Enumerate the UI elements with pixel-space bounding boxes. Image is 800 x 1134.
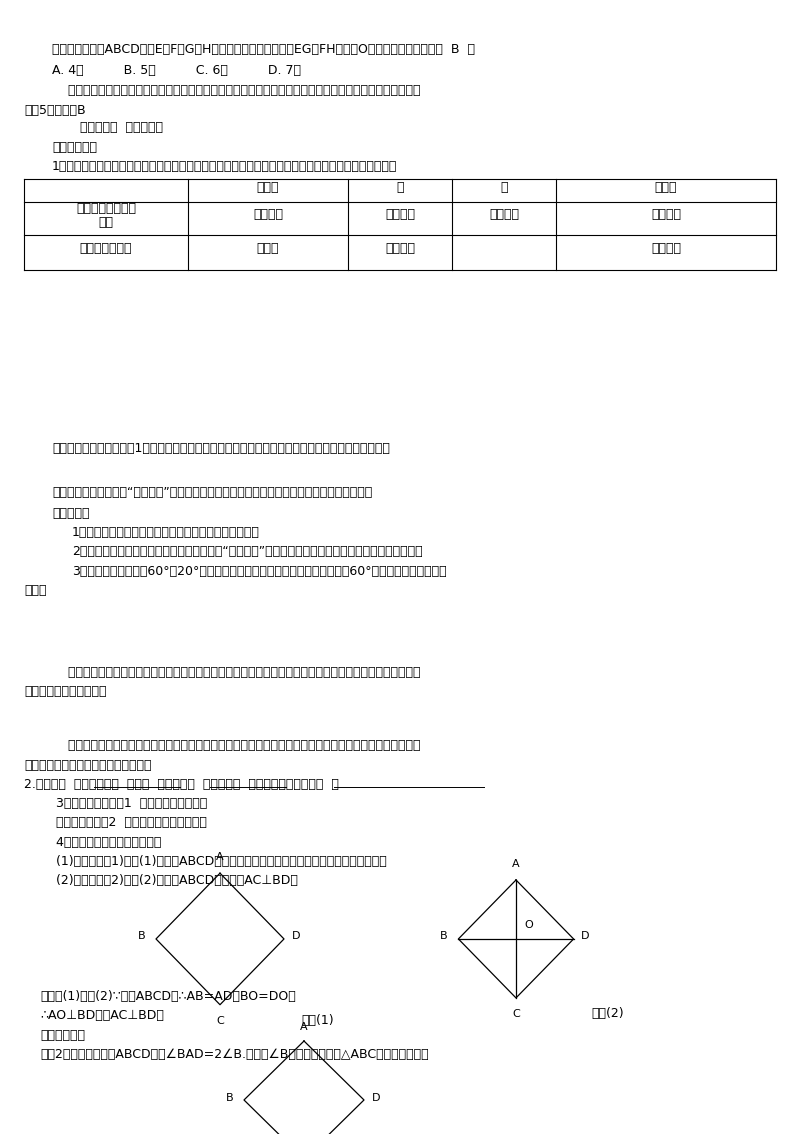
Text: 行为提示：教师结合各组反馈的疑难问题分配任务，各组展示过程中，教师引导其他组进行补充、纠错、释: 行为提示：教师结合各组反馈的疑难问题分配任务，各组展示过程中，教师引导其他组进行… xyxy=(52,666,421,678)
Text: 2.菱形既是  中心对称图形  ，也是  轴对称图形  ，对称轴为  它的对角线所在的直线  ．: 2.菱形既是 中心对称图形 ，也是 轴对称图形 ，对称轴为 它的对角线所在的直线… xyxy=(24,778,339,790)
Text: A: A xyxy=(512,858,520,869)
Text: 证明：(1)略；(2)∵菱形ABCD，∴AB=AD，BO=DO，: 证明：(1)略；(2)∵菱形ABCD，∴AB=AD，BO=DO， xyxy=(40,990,296,1002)
Text: 4．菱形性质定理的证明方法：: 4．菱形性质定理的证明方法： xyxy=(40,836,162,848)
Text: 四边相等: 四边相等 xyxy=(385,243,415,255)
Text: 知识模块二  菱形的性质: 知识模块二 菱形的性质 xyxy=(80,121,163,134)
Text: D: D xyxy=(582,931,590,940)
Text: 互相平分: 互相平分 xyxy=(651,209,681,221)
Text: ，图(1): ，图(1) xyxy=(302,1014,334,1026)
Text: 疑，然后进行总结评比．: 疑，然后进行总结评比． xyxy=(24,685,106,697)
Text: 过的矩形知识，将这些知识串联起来．: 过的矩形知识，将这些知识串联起来． xyxy=(24,759,151,771)
Text: B: B xyxy=(440,931,448,940)
Text: B: B xyxy=(226,1093,234,1102)
Text: 边: 边 xyxy=(396,180,404,194)
Text: A: A xyxy=(216,852,224,862)
Text: C: C xyxy=(216,1016,224,1026)
Text: 对角相等: 对角相等 xyxy=(489,209,519,221)
Text: ∴AO⊥BD，即AC⊥BD．: ∴AO⊥BD，即AC⊥BD． xyxy=(40,1009,164,1022)
Text: O: O xyxy=(524,920,533,930)
Text: 对称性: 对称性 xyxy=(257,180,279,194)
Text: 【自主探究】: 【自主探究】 xyxy=(52,141,97,153)
Text: 对角线: 对角线 xyxy=(654,180,678,194)
Text: 如图所示，菱形ABCD中，E，F，G，H分别是四边的中点，连接EG与FH交于点O，则图中的菱形共有（  B  ）: 如图所示，菱形ABCD中，E，F，G，H分别是四边的中点，连接EG与FH交于点O… xyxy=(52,43,475,56)
Text: 【合作探究】: 【合作探究】 xyxy=(40,1029,85,1041)
Text: C: C xyxy=(512,1009,520,1019)
Text: 菱形的性质定理2  菱形的对角线互相垂直．: 菱形的性质定理2 菱形的对角线互相垂直． xyxy=(40,816,207,829)
Text: D: D xyxy=(292,931,300,940)
Text: 轴对称: 轴对称 xyxy=(257,243,279,255)
Text: 互相垂直: 互相垂直 xyxy=(651,243,681,255)
Text: A: A xyxy=(300,1022,308,1032)
Text: 性质: 性质 xyxy=(98,217,114,229)
Text: D: D xyxy=(372,1093,380,1102)
Text: 3．当菱形一个内角为60°我20°时，可产生等边三角形，理由是：有一个角是60°的等腰三角形是等边三: 3．当菱形一个内角为60°我20°时，可产生等边三角形，理由是：有一个角是60°… xyxy=(72,565,446,577)
Text: 分析：数菱形的个数时，除了产生新的菱形外，原来的菱形不要被遗忘了．图中有四个小的菱形与一个大的: 分析：数菱形的个数时，除了产生新的菱形外，原来的菱形不要被遗忘了．图中有四个小的… xyxy=(52,84,421,96)
Text: (1)（性质定理1)如图(1)，菱形ABCD，可根据菱形的定义和平行四边形的性质加以证明．: (1)（性质定理1)如图(1)，菱形ABCD，可根据菱形的定义和平行四边形的性质… xyxy=(40,855,386,868)
Text: B: B xyxy=(138,931,146,940)
Text: 中心对称: 中心对称 xyxy=(253,209,283,221)
Text: 1．作为一个特殊的平行四边形，菱形具有平行四边形的一般性质，同时也具有一些特殊性质．如下表：: 1．作为一个特殊的平行四边形，菱形具有平行四边形的一般性质，同时也具有一些特殊性… xyxy=(52,160,398,172)
Text: 角形．: 角形． xyxy=(24,584,46,596)
Text: (2)（性质定理2)如图(2)，菱形ABCD，求证：AC⊥BD．: (2)（性质定理2)如图(2)，菱形ABCD，求证：AC⊥BD． xyxy=(40,874,298,887)
Text: 方法指导：等腰三角形“三线合一”：等腰三角形底边上的中线、高线与顶角的平分线互相重合．: 方法指导：等腰三角形“三线合一”：等腰三角形底边上的中线、高线与顶角的平分线互相… xyxy=(52,486,372,499)
Text: 菱形5个，故选B: 菱形5个，故选B xyxy=(24,104,86,117)
Text: ，图(2): ，图(2) xyxy=(591,1007,624,1019)
Text: 2．连接菱形对角线易产生等腰三角形，所以“三线合一”很重要，可用于证明对角线互相平分一组对角．: 2．连接菱形对角线易产生等腰三角形，所以“三线合一”很重要，可用于证明对角线互相… xyxy=(72,545,422,558)
Text: 对边相等: 对边相等 xyxy=(385,209,415,221)
Text: 菱形的特殊性质: 菱形的特殊性质 xyxy=(80,243,132,255)
Text: 角: 角 xyxy=(500,180,508,194)
Text: 学习笔记：检测的目的在于让学生掌握菱形的两个性质定理并能进行相关的计算与说理．同时能结合前面学: 学习笔记：检测的目的在于让学生掌握菱形的两个性质定理并能进行相关的计算与说理．同… xyxy=(52,739,421,752)
Text: 范例2：如图，在菱形ABCD中，∠BAD=2∠B.试求出∠B的大小，并说明△ABC是等边三角形．: 范例2：如图，在菱形ABCD中，∠BAD=2∠B.试求出∠B的大小，并说明△AB… xyxy=(40,1048,429,1060)
Text: 解题思路：证明性质定理1时，由定义知邻边相等，再由平行四边形对边相等可得菱形四条边都相等．: 解题思路：证明性质定理1时，由定义知邻边相等，再由平行四边形对边相等可得菱形四条… xyxy=(52,442,390,455)
Text: 1．菱形的两条特殊性质：四边相等，对角线互相垂直．: 1．菱形的两条特殊性质：四边相等，对角线互相垂直． xyxy=(72,526,260,539)
Text: A. 4个          B. 5个          C. 6个          D. 7个: A. 4个 B. 5个 C. 6个 D. 7个 xyxy=(52,64,301,76)
Text: 平行四边形的一般: 平行四边形的一般 xyxy=(76,202,136,214)
Text: 3．菱形的性质定理1  菱形的四条边相等．: 3．菱形的性质定理1 菱形的四条边相等． xyxy=(40,797,207,810)
Text: 学习笔记：: 学习笔记： xyxy=(52,507,90,519)
